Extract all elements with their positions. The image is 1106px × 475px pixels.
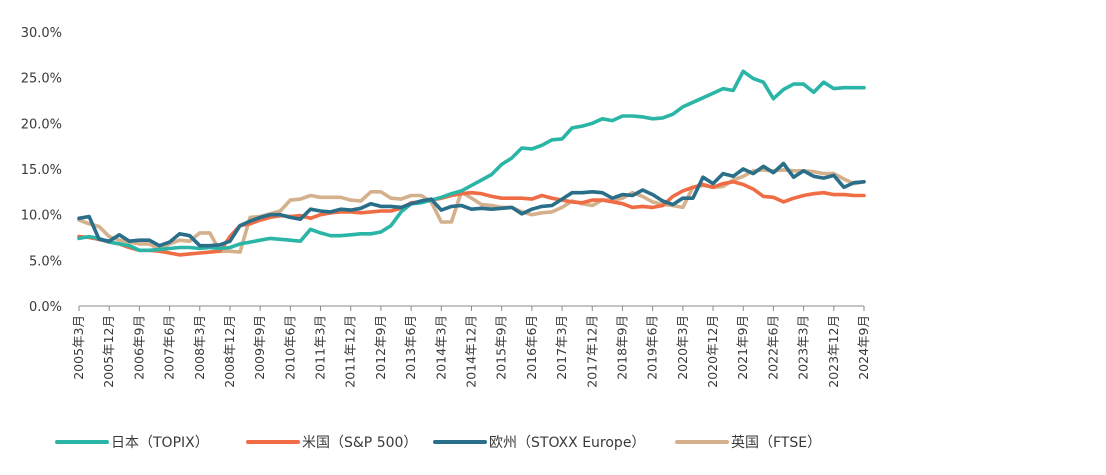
y-tick-label: 20.0% bbox=[21, 117, 62, 132]
x-tick-label: 2024年9月 bbox=[856, 315, 871, 380]
series-line-1 bbox=[77, 180, 866, 257]
x-tick-label: 2021年9月 bbox=[735, 315, 750, 380]
x-tick-label: 2019年6月 bbox=[645, 315, 660, 380]
y-tick-label: 0.0% bbox=[29, 300, 62, 315]
series-layer bbox=[77, 69, 866, 257]
x-tick-label: 2008年12月 bbox=[222, 315, 237, 388]
x-tick-label: 2023年3月 bbox=[796, 315, 811, 380]
x-tick-label: 2008年3月 bbox=[192, 315, 207, 380]
x-axis: 2005年3月 2005年12月 2006年9月 2007年6月 2008年3月 2008… bbox=[71, 305, 871, 388]
x-tick-label: 2014年12月 bbox=[464, 315, 479, 388]
x-tick-label: 2020年3月 bbox=[675, 315, 690, 380]
y-tick-label: 25.0% bbox=[21, 72, 62, 87]
x-tick-label: 2016年6月 bbox=[524, 315, 539, 380]
legend-label: 日本（TOPIX） bbox=[111, 435, 209, 451]
x-tick-label: 2020年12月 bbox=[705, 315, 720, 388]
x-tick-label: 2006年9月 bbox=[131, 315, 146, 380]
x-tick-label: 2011年12月 bbox=[343, 315, 358, 388]
x-tick-label: 2017年12月 bbox=[584, 315, 599, 388]
x-tick-label: 2018年9月 bbox=[614, 315, 629, 380]
series-line-3 bbox=[77, 168, 866, 254]
x-tick-label: 2023年12月 bbox=[826, 315, 841, 388]
x-tick-label: 2015年9月 bbox=[494, 315, 509, 380]
x-tick-label: 2012年9月 bbox=[373, 315, 388, 380]
x-tick-label: 2005年3月 bbox=[71, 315, 86, 380]
x-tick-label: 2009年9月 bbox=[252, 315, 267, 380]
x-tick-label: 2011年3月 bbox=[313, 315, 328, 380]
x-tick-label: 2005年12月 bbox=[101, 315, 116, 388]
x-tick-label: 2014年3月 bbox=[433, 315, 448, 380]
y-tick-label: 30.0% bbox=[21, 26, 62, 41]
series-line-0 bbox=[77, 69, 866, 253]
y-axis: 0.0% 5.0% 10.0% 15.0% 20.0% 25.0% 30.0% bbox=[21, 26, 62, 315]
series-line-2 bbox=[77, 161, 866, 248]
x-tick-label: 2010年6月 bbox=[282, 315, 297, 380]
x-tick-label: 2007年6月 bbox=[162, 315, 177, 380]
legend: 日本（TOPIX） 米国（S&P 500） 欧州（STOXX Europe） 英国（F… bbox=[55, 434, 821, 451]
y-tick-label: 15.0% bbox=[21, 163, 62, 178]
x-tick-label: 2017年3月 bbox=[554, 315, 569, 380]
x-tick-label: 2022年6月 bbox=[765, 315, 780, 380]
legend-label: 米国（S&P 500） bbox=[302, 435, 417, 451]
x-tick-label: 2013年6月 bbox=[403, 315, 418, 380]
legend-label: 欧州（STOXX Europe） bbox=[489, 435, 645, 451]
legend-label: 英国（FTSE） bbox=[731, 434, 821, 451]
y-tick-label: 10.0% bbox=[21, 209, 62, 224]
y-tick-label: 5.0% bbox=[29, 254, 62, 269]
